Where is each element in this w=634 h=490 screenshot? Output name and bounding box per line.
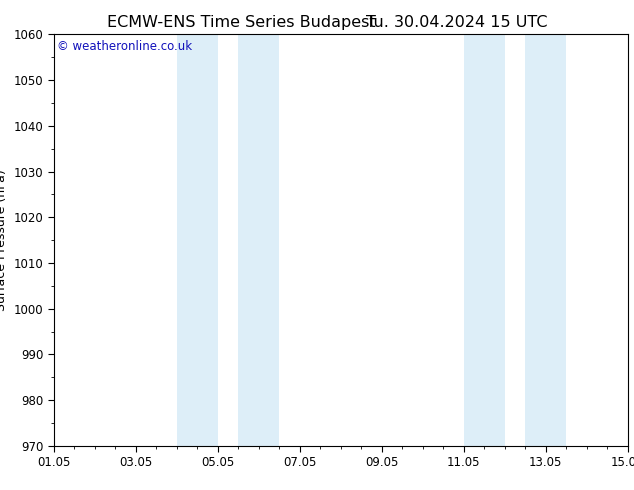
Bar xyxy=(525,34,566,446)
Text: © weatheronline.co.uk: © weatheronline.co.uk xyxy=(57,41,192,53)
Y-axis label: Surface Pressure (hPa): Surface Pressure (hPa) xyxy=(0,169,8,311)
Bar xyxy=(238,34,280,446)
Text: Tu. 30.04.2024 15 UTC: Tu. 30.04.2024 15 UTC xyxy=(366,15,547,30)
Text: ECMW-ENS Time Series Budapest: ECMW-ENS Time Series Budapest xyxy=(107,15,375,30)
Bar xyxy=(177,34,218,446)
Bar xyxy=(463,34,505,446)
